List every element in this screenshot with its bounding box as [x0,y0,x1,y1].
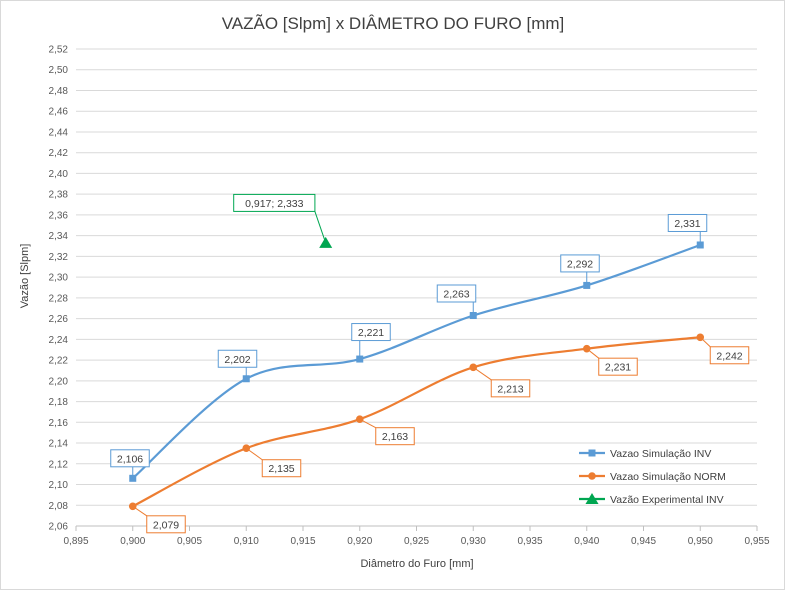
data-point [242,375,250,383]
data-label: 2,079 [153,519,179,531]
x-tick-label: 0,895 [63,536,88,547]
data-point [469,363,478,372]
data-label-box [667,213,708,232]
data-label: 2,202 [224,354,250,366]
data-label-box [436,284,477,303]
y-tick-label: 2,12 [49,459,69,470]
y-tick-label: 2,52 [49,45,69,56]
y-tick-label: 2,28 [49,293,69,304]
legend-swatch-marker [588,449,596,457]
data-point [129,474,137,482]
y-tick-label: 2,40 [49,169,69,180]
series-line [132,243,701,480]
data-point [696,333,705,342]
data-label-box [560,254,600,273]
y-tick-label: 2,34 [49,231,69,242]
x-tick-label: 0,920 [347,536,372,547]
data-point [242,444,251,453]
x-tick-label: 0,940 [574,536,599,547]
x-tick-label: 0,910 [234,536,259,547]
x-tick-label: 0,950 [688,536,713,547]
y-tick-label: 2,44 [49,127,69,138]
data-label: 2,292 [567,258,593,270]
data-point [356,355,364,363]
y-tick-label: 2,06 [49,522,69,533]
data-label-box [709,346,750,365]
y-tick-label: 2,46 [49,107,69,118]
data-label: 2,231 [605,362,631,374]
data-label-box [351,323,391,342]
data-label: 2,331 [674,218,700,230]
data-point [696,241,704,249]
data-label: 2,213 [497,383,523,395]
y-tick-label: 2,18 [49,397,69,408]
y-tick-label: 2,38 [49,190,69,201]
data-point [355,415,364,423]
data-label: 2,135 [268,463,294,475]
series-line [132,336,701,508]
y-tick-label: 2,14 [49,439,69,450]
legend: Vazao Simulação INV Vazao Simulação NORM V… [579,448,726,506]
x-tick-label: 0,900 [120,536,145,547]
y-tick-label: 2,24 [49,335,69,346]
y-tick-label: 2,42 [49,148,69,159]
label-leader-line [314,211,327,244]
data-labels: 2,106 2,202 2,221 2,263 2,292 2,331 2,079 2,135… [110,193,750,534]
data-point [582,344,591,353]
legend-entry: Vazao Simulação INV [610,448,711,460]
x-tick-label: 0,930 [461,536,486,547]
data-label-box [233,193,316,212]
data-point [583,281,591,289]
data-label: 0,917; 2,333 [245,198,304,210]
legend-entry: Vazão Experimental INV [610,494,724,506]
x-tick-label: 0,955 [744,536,769,547]
series-markers [128,236,705,511]
y-tick-label: 2,10 [49,480,69,491]
x-axis-label: Diâmetro do Furo [mm] [360,558,473,570]
y-tick-label: 2,48 [49,86,69,97]
data-label: 2,263 [443,288,469,300]
data-label: 2,163 [382,431,408,443]
data-point [319,236,333,248]
y-tick-label: 2,22 [49,356,69,367]
x-tick-label: 0,915 [290,536,315,547]
y-axis-label: Vazão [Slpm] [19,244,31,309]
x-tick-label: 0,905 [177,536,202,547]
data-label-box [598,357,638,376]
y-tick-label: 2,26 [49,314,69,325]
legend-entry: Vazao Simulação NORM [610,471,726,483]
x-tick-label: 0,935 [517,536,542,547]
y-tick-label: 2,32 [49,252,69,263]
y-tick-label: 2,20 [49,376,69,387]
data-label-box [490,379,531,398]
data-point [128,502,137,511]
y-tick-label: 2,30 [49,273,69,284]
legend-swatch-marker [588,472,596,480]
data-label-box [110,449,150,468]
data-label: 2,242 [716,350,742,362]
series-lines [132,243,701,508]
data-point [469,311,477,319]
x-tick-label: 0,945 [631,536,656,547]
y-tick-label: 2,08 [49,501,69,512]
y-tick-label: 2,16 [49,418,69,429]
y-tick-label: 2,50 [49,65,69,76]
chart-title: VAZÃO [Slpm] x DIÂMETRO DO FURO [mm] [222,14,565,33]
data-label: 2,106 [117,453,143,465]
axes: 2,06 2,08 2,10 2,12 2,14 2,16 2,18 2,20 2,22 2,24… [49,45,770,548]
data-label-box [261,459,302,478]
data-label: 2,221 [358,327,384,339]
data-label-box [217,349,258,368]
x-tick-label: 0,925 [404,536,429,547]
y-tick-label: 2,36 [49,210,69,221]
legend-swatch-marker [585,493,599,504]
data-label-box [146,515,186,534]
data-label-box [375,427,415,446]
